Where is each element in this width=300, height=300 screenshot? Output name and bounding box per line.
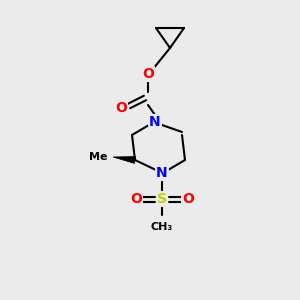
Text: CH₃: CH₃ [151, 222, 173, 232]
Text: N: N [156, 166, 168, 180]
Text: O: O [142, 67, 154, 81]
Text: S: S [157, 192, 167, 206]
Polygon shape [113, 157, 136, 164]
Text: O: O [182, 192, 194, 206]
Text: O: O [130, 192, 142, 206]
Text: O: O [115, 101, 127, 115]
Text: Me: Me [88, 152, 107, 162]
Text: N: N [149, 115, 161, 129]
